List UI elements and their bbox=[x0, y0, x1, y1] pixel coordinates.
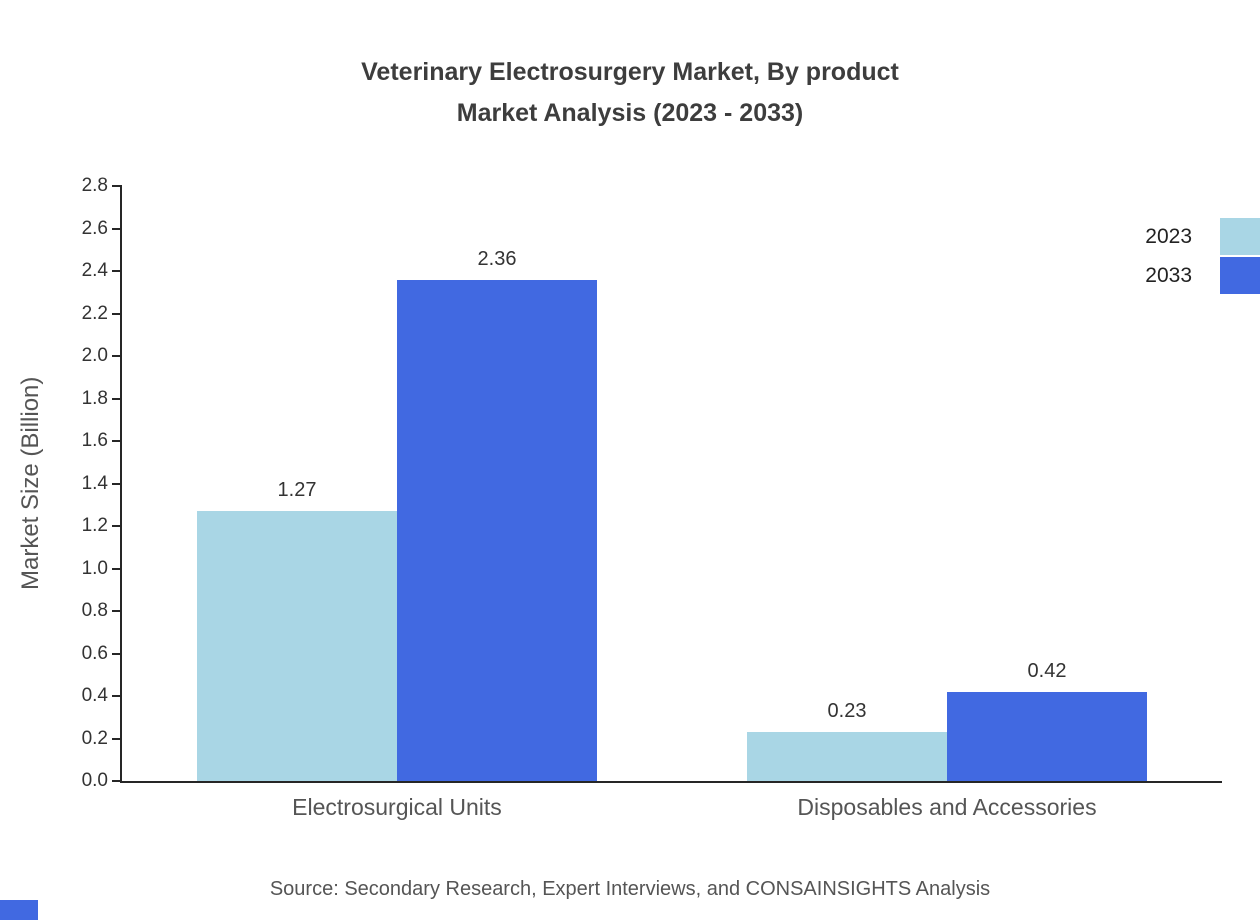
y-tick-mark bbox=[112, 397, 122, 400]
plot-area: 0.0 0.2 0.4 0.6 0.8 1.0 1.2 1.4 1.6 1.8 2.0 2.2 2.4 2… bbox=[82, 175, 1222, 820]
legend-swatch-2033 bbox=[1220, 257, 1260, 294]
y-tick-mark bbox=[112, 355, 122, 357]
chart-title-line1: Veterinary Electrosurgery Market, By pro… bbox=[361, 58, 899, 86]
y-tick-mark bbox=[112, 695, 122, 697]
x-category-label-disposables-and-accessories: Disposables and Accessories bbox=[797, 794, 1097, 820]
y-tick-label: 2.6 bbox=[81, 217, 108, 239]
y-tick-label: 2.0 bbox=[81, 345, 108, 366]
y-tick-label: 1.6 bbox=[81, 430, 108, 451]
bar-2023-disposables-and-accessories bbox=[747, 732, 947, 781]
legend-label-2033: 2033 bbox=[1145, 263, 1192, 287]
chart-title: Veterinary Electrosurgery Market, By pro… bbox=[0, 52, 1260, 134]
chart-title-line2: Market Analysis (2023 - 2033) bbox=[456, 99, 804, 127]
y-tick-mark bbox=[112, 780, 122, 782]
y-tick-label: 0.6 bbox=[81, 642, 108, 664]
y-tick-mark bbox=[112, 227, 122, 230]
bar-value-label-2033-electrosurgical-units: 2.36 bbox=[477, 247, 517, 270]
y-tick-mark bbox=[112, 737, 122, 740]
bar-2033-disposables-and-accessories bbox=[947, 691, 1147, 781]
y-tick-label: 0.8 bbox=[81, 600, 108, 621]
y-tick-mark bbox=[112, 185, 122, 187]
y-tick-label: 1.4 bbox=[81, 472, 108, 494]
y-tick-mark bbox=[112, 610, 122, 612]
legend-swatch-2023 bbox=[1220, 218, 1260, 255]
y-tick-mark bbox=[112, 440, 122, 442]
x-category-label-electrosurgical-units: Electrosurgical Units bbox=[292, 794, 502, 820]
y-tick-label: 1.2 bbox=[81, 515, 108, 536]
legend-label-2023: 2023 bbox=[1145, 224, 1192, 248]
y-tick-label: 2.2 bbox=[81, 302, 108, 324]
y-tick-label: 0.0 bbox=[81, 770, 108, 791]
y-tick-mark bbox=[112, 567, 122, 570]
y-tick-mark bbox=[112, 270, 122, 272]
legend-row-2033: 2033 bbox=[1145, 257, 1260, 294]
bar-2033-electrosurgical-units bbox=[397, 279, 597, 781]
y-tick-mark bbox=[112, 312, 122, 315]
source-attribution: Source: Secondary Research, Expert Inter… bbox=[269, 878, 991, 900]
bar-value-label-2033-disposables-and-accessories: 0.42 bbox=[1027, 659, 1067, 682]
bar-value-label-2023-electrosurgical-units: 1.27 bbox=[277, 479, 317, 502]
y-tick-label: 2.8 bbox=[81, 175, 108, 196]
y-tick-label: 0.4 bbox=[81, 685, 108, 706]
bar-2023-electrosurgical-units bbox=[197, 511, 397, 781]
y-tick-mark bbox=[112, 652, 122, 655]
y-tick-mark bbox=[112, 482, 122, 485]
y-tick-label: 2.4 bbox=[81, 260, 108, 281]
brand-corner-accent bbox=[0, 900, 38, 920]
y-tick-mark bbox=[112, 525, 122, 527]
y-tick-label: 1.0 bbox=[81, 557, 108, 579]
y-tick-label: 0.2 bbox=[81, 727, 108, 749]
legend-row-2023: 2023 bbox=[1145, 218, 1260, 255]
bar-value-label-2023-disposables-and-accessories: 0.23 bbox=[827, 700, 867, 723]
y-axis-title: Market Size (Billion) bbox=[17, 376, 44, 591]
y-tick-label: 1.8 bbox=[81, 387, 108, 409]
legend: 2023 2033 bbox=[1145, 218, 1260, 294]
